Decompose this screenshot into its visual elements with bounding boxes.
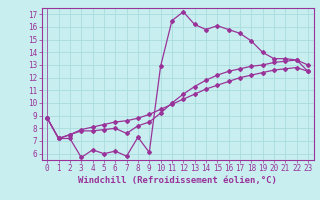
X-axis label: Windchill (Refroidissement éolien,°C): Windchill (Refroidissement éolien,°C) [78, 176, 277, 185]
